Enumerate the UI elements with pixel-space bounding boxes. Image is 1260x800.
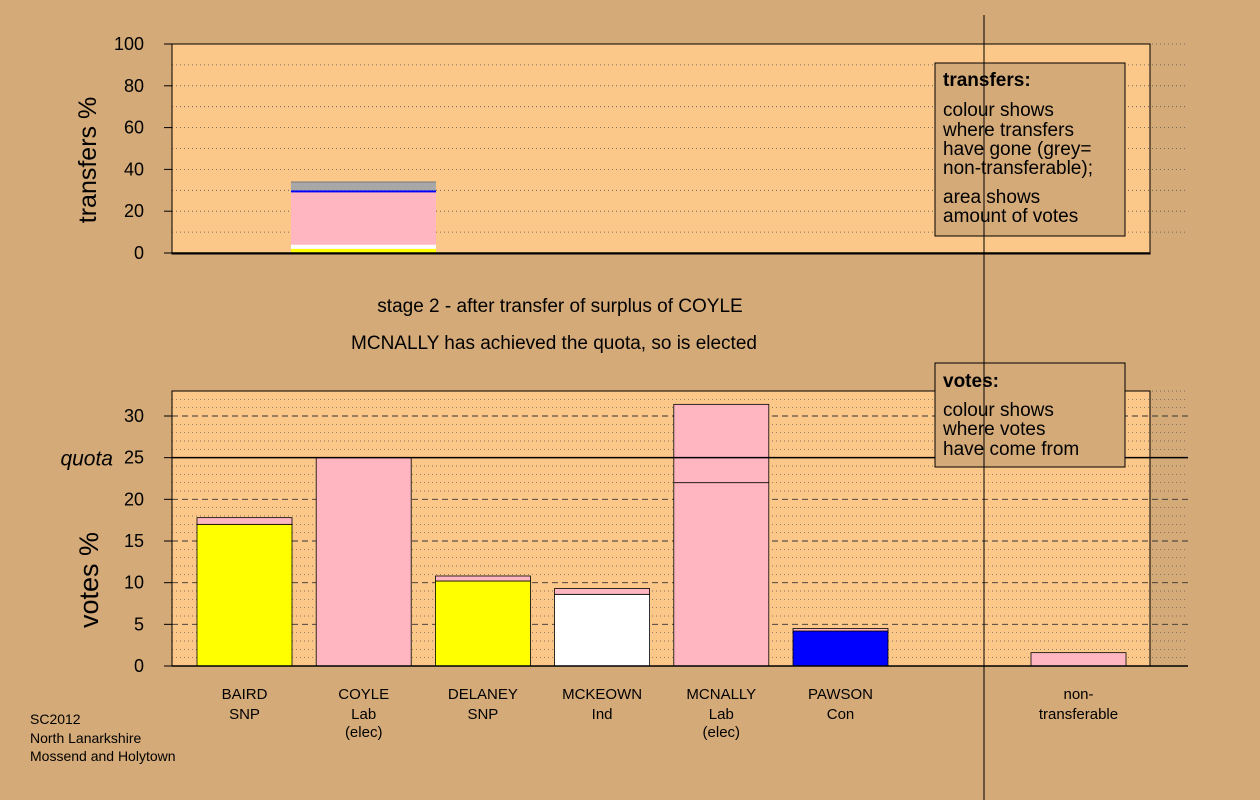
votes-tick-label: 20 <box>124 489 144 509</box>
category-name: transferable <box>1039 706 1118 723</box>
votes-category-labels: BAIRDSNPCOYLELab(elec)DELANEYSNPMCKEOWNI… <box>222 686 1119 741</box>
transfers-tick-label: 80 <box>124 76 144 96</box>
transfers-info-line: non-transferable); <box>943 158 1093 179</box>
category-name: non- <box>1063 686 1093 703</box>
bar-mckeown-segment <box>554 593 650 667</box>
quota-label: quota <box>60 448 113 471</box>
bar-mcnally-segment <box>673 403 770 484</box>
bar-coyle-segment <box>315 457 412 667</box>
category-name: PAWSON <box>808 686 873 703</box>
transfers-tick-label: 100 <box>114 34 144 54</box>
bar-pawson-segment <box>792 630 889 667</box>
votes-tick-label: 10 <box>124 573 144 593</box>
category-note: (elec) <box>703 724 741 741</box>
bar-delaney-segment <box>434 580 531 667</box>
votes-tick-label: 0 <box>134 656 144 676</box>
votes-tick-label: 25 <box>124 448 144 468</box>
category-party: Con <box>827 706 855 723</box>
bar-nontransferable-segment <box>1030 652 1127 667</box>
bar-delaney-segment <box>434 575 531 582</box>
category-party: Lab <box>709 706 734 723</box>
transfers-info-line: have gone (grey= <box>943 139 1091 160</box>
transfers-segment <box>291 181 436 191</box>
votes-bars <box>196 403 1127 667</box>
transfers-plot-frame <box>171 43 1151 255</box>
votes-info-line: where votes <box>942 419 1045 440</box>
category-name: DELANEY <box>448 686 518 703</box>
bar-pawson-segment <box>792 628 889 632</box>
category-party: Ind <box>592 706 613 723</box>
category-name: BAIRD <box>222 686 268 703</box>
transfers-y-ticks: 0 20 40 60 80 100 <box>114 34 172 263</box>
votes-y-axis-label: votes % <box>74 532 104 628</box>
category-party: SNP <box>467 706 498 723</box>
transfers-info-box: transfers: colour shows where transfers … <box>934 62 1126 237</box>
votes-y-ticks: 0 5 10 15 20 25 30 <box>124 406 172 676</box>
votes-info-box-frame <box>934 362 1126 468</box>
category-party: Lab <box>351 706 376 723</box>
transfers-info-line: colour shows <box>943 100 1054 121</box>
category-name: COYLE <box>338 686 389 703</box>
transfers-segment <box>291 244 436 249</box>
bar-mckeown-segment <box>554 588 650 595</box>
transfers-tick-label: 60 <box>124 118 144 138</box>
transfers-panel: 0 20 40 60 80 100 transfers % transfers: colo… <box>74 34 1188 263</box>
transfers-y-axis-label: transfers % <box>74 97 102 223</box>
footer: SC2012 North Lanarkshire Mossend and Hol… <box>30 711 176 764</box>
votes-info-line: colour shows <box>943 400 1054 421</box>
transfers-segment <box>291 248 436 253</box>
votes-tick-label: 15 <box>124 531 144 551</box>
bar-baird-segment <box>196 517 293 525</box>
transfers-tick-label: 40 <box>124 159 144 179</box>
transfers-segment <box>291 190 436 193</box>
transfers-info-heading: transfers: <box>943 70 1031 91</box>
transfers-bar <box>291 181 436 253</box>
bar-mcnally-segment <box>673 482 770 667</box>
stage-title: stage 2 - after transfer of surplus of C… <box>377 296 742 317</box>
footer-line: Mossend and Holytown <box>30 748 176 764</box>
transfers-info-box-frame <box>934 62 1126 237</box>
votes-tick-label: 5 <box>134 614 144 634</box>
footer-line: North Lanarkshire <box>30 730 141 746</box>
transfers-info-line: area shows <box>943 187 1040 208</box>
transfers-tick-label: 0 <box>134 243 144 263</box>
outcome-title: MCNALLY has achieved the quota, so is el… <box>351 333 757 354</box>
category-name: MCKEOWN <box>562 686 642 703</box>
transfers-tick-label: 20 <box>124 201 144 221</box>
category-note: (elec) <box>345 724 383 741</box>
transfers-segment <box>291 192 436 245</box>
transfers-info-line: amount of votes <box>943 206 1078 227</box>
votes-info-box: votes: colour shows where votes have com… <box>934 362 1126 468</box>
footer-line: SC2012 <box>30 711 81 727</box>
votes-tick-label: 30 <box>124 406 144 426</box>
votes-info-heading: votes: <box>943 371 999 392</box>
category-party: SNP <box>229 706 260 723</box>
bar-baird-segment <box>196 523 293 667</box>
votes-info-line: have come from <box>943 439 1079 460</box>
category-name: MCNALLY <box>686 686 756 703</box>
transfers-info-line: where transfers <box>942 120 1074 141</box>
